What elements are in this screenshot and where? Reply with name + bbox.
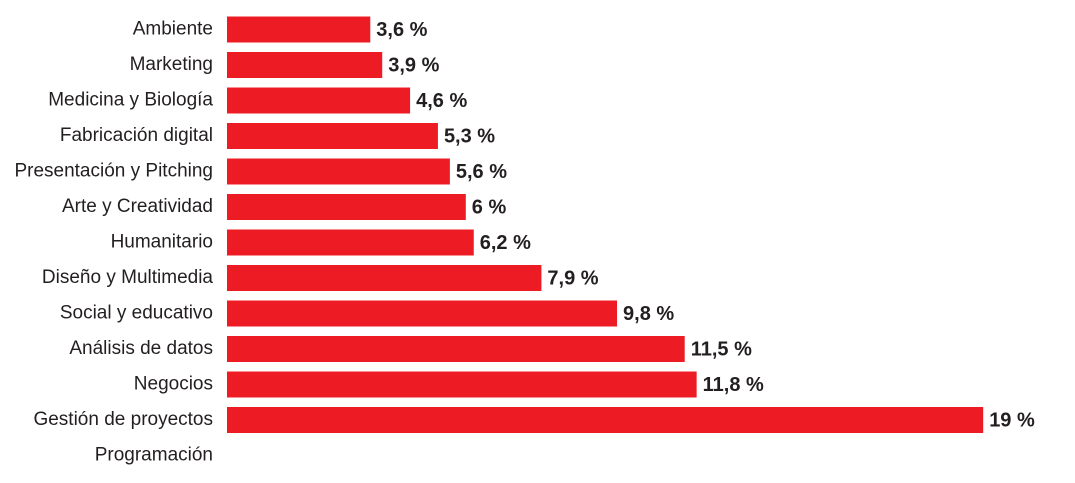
category-label: Humanitario [111, 232, 213, 253]
bar [227, 371, 697, 398]
category-label: Ambiente [133, 19, 213, 40]
value-label: 19 % [989, 409, 1035, 431]
category-label: Fabricación digital [60, 125, 213, 146]
category-label: Marketing [130, 54, 213, 75]
value-label: 9,8 % [623, 303, 674, 325]
value-label: 3,6 % [376, 19, 427, 41]
bar [227, 123, 438, 149]
bar [227, 158, 450, 185]
bar [227, 194, 466, 220]
value-label: 11,8 % [703, 374, 764, 396]
bar [227, 16, 371, 43]
category-label: Medicina y Biología [48, 90, 213, 111]
value-label: 6 % [472, 196, 507, 218]
category-label: Social y educativo [60, 303, 213, 324]
value-label: 5,3 % [444, 125, 495, 147]
bar [227, 87, 411, 114]
value-label: 5,6 % [456, 161, 507, 183]
category-label: Negocios [134, 374, 213, 395]
bar [227, 265, 542, 291]
category-label: Programación [95, 445, 213, 466]
bar [227, 229, 474, 256]
category-label: Presentación y Pitching [14, 161, 213, 182]
bar [227, 336, 685, 362]
category-label: Gestión de proyectos [33, 409, 213, 430]
value-label: 7,9 % [547, 267, 598, 289]
category-label: Arte y Creatividad [62, 196, 213, 217]
bar [227, 300, 618, 327]
value-label: 3,9 % [388, 54, 439, 76]
value-label: 11,5 % [691, 338, 752, 360]
value-label: 4,6 % [416, 90, 467, 112]
category-label: Análisis de datos [69, 338, 213, 359]
bar [227, 52, 383, 78]
category-label: Diseño y Multimedia [42, 267, 213, 288]
value-label: 6,2 % [480, 232, 531, 254]
bar [227, 407, 984, 433]
